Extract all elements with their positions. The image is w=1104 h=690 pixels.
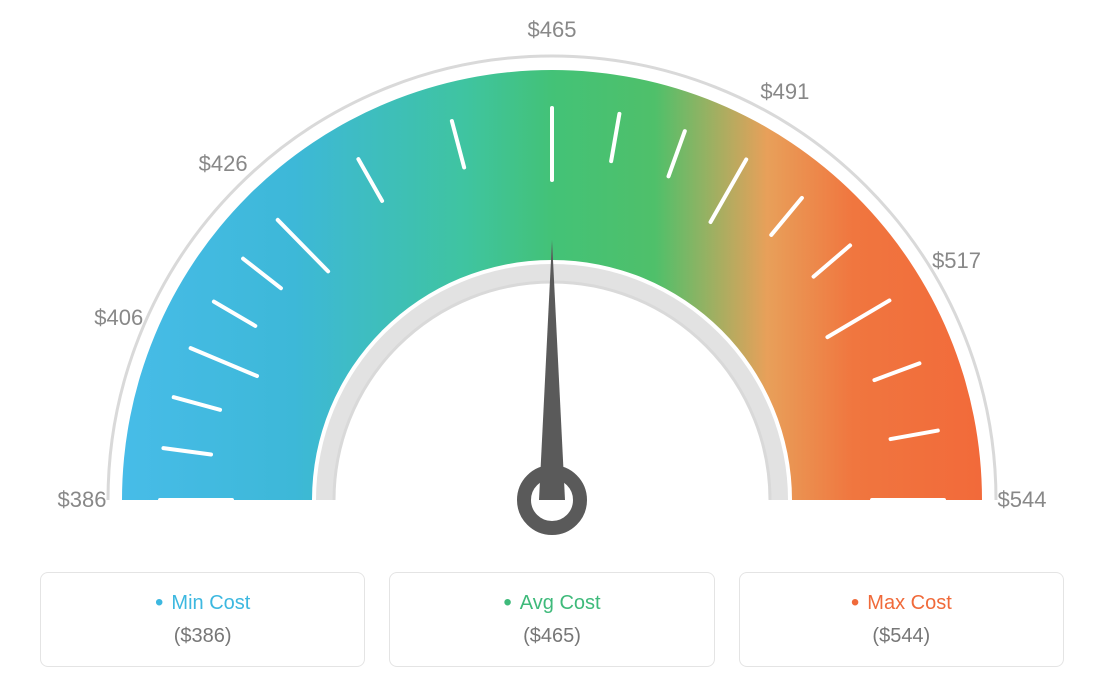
gauge-tick-label: $544 — [998, 487, 1047, 513]
legend-row: Min Cost ($386) Avg Cost ($465) Max Cost… — [0, 572, 1104, 667]
legend-avg-label: Avg Cost — [410, 589, 693, 617]
legend-card-max: Max Cost ($544) — [739, 572, 1064, 667]
gauge-tick-label: $491 — [760, 79, 809, 105]
legend-card-avg: Avg Cost ($465) — [389, 572, 714, 667]
gauge-svg — [0, 0, 1104, 560]
legend-min-label: Min Cost — [61, 589, 344, 617]
legend-card-min: Min Cost ($386) — [40, 572, 365, 667]
legend-avg-value: ($465) — [410, 625, 693, 648]
gauge-tick-label: $406 — [94, 305, 143, 331]
legend-max-label: Max Cost — [760, 589, 1043, 617]
gauge-tick-label: $465 — [528, 17, 577, 43]
gauge-area: $386 $406 $426 $465 $491 $517 $544 — [0, 0, 1104, 560]
cost-gauge-chart: $386 $406 $426 $465 $491 $517 $544 Min Cost ($… — [0, 0, 1104, 690]
gauge-tick-label: $426 — [199, 151, 248, 177]
legend-max-value: ($544) — [760, 625, 1043, 648]
gauge-tick-label: $386 — [58, 487, 107, 513]
gauge-tick-label: $517 — [932, 248, 981, 274]
legend-min-value: ($386) — [61, 625, 344, 648]
